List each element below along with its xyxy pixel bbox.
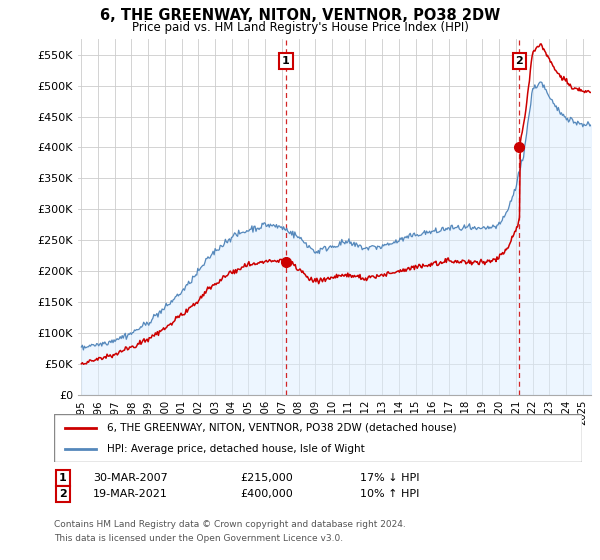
Text: 1: 1 bbox=[59, 473, 67, 483]
FancyBboxPatch shape bbox=[54, 414, 582, 462]
Text: 6, THE GREENWAY, NITON, VENTNOR, PO38 2DW (detached house): 6, THE GREENWAY, NITON, VENTNOR, PO38 2D… bbox=[107, 423, 457, 433]
Text: 17% ↓ HPI: 17% ↓ HPI bbox=[360, 473, 419, 483]
Text: 30-MAR-2007: 30-MAR-2007 bbox=[93, 473, 168, 483]
Text: 1: 1 bbox=[282, 56, 290, 66]
Text: 10% ↑ HPI: 10% ↑ HPI bbox=[360, 489, 419, 499]
Text: HPI: Average price, detached house, Isle of Wight: HPI: Average price, detached house, Isle… bbox=[107, 444, 365, 454]
Text: £215,000: £215,000 bbox=[240, 473, 293, 483]
Text: £400,000: £400,000 bbox=[240, 489, 293, 499]
Text: 2: 2 bbox=[515, 56, 523, 66]
Text: Price paid vs. HM Land Registry's House Price Index (HPI): Price paid vs. HM Land Registry's House … bbox=[131, 21, 469, 34]
Text: 6, THE GREENWAY, NITON, VENTNOR, PO38 2DW: 6, THE GREENWAY, NITON, VENTNOR, PO38 2D… bbox=[100, 8, 500, 24]
Text: This data is licensed under the Open Government Licence v3.0.: This data is licensed under the Open Gov… bbox=[54, 534, 343, 543]
Text: 19-MAR-2021: 19-MAR-2021 bbox=[93, 489, 168, 499]
Text: 2: 2 bbox=[59, 489, 67, 499]
Text: Contains HM Land Registry data © Crown copyright and database right 2024.: Contains HM Land Registry data © Crown c… bbox=[54, 520, 406, 529]
